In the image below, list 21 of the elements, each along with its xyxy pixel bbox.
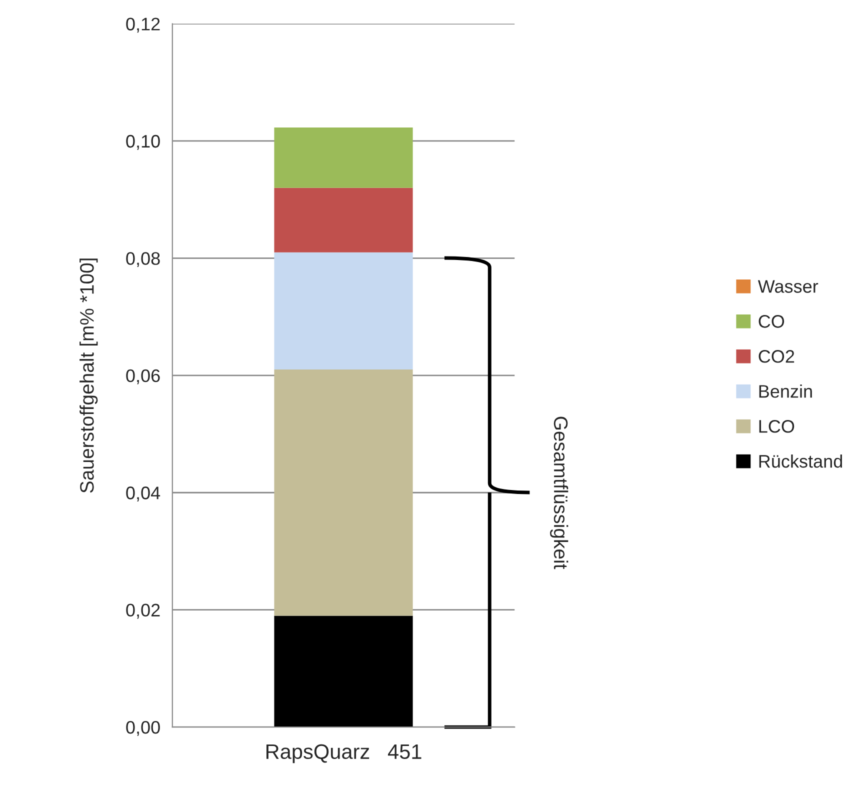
y-tick-label: 0,10 <box>126 134 160 150</box>
x-tick-label: RapsQuarz 451 <box>266 744 422 764</box>
legend-label: Rückstand <box>759 454 842 468</box>
legend-label: CO2 <box>758 350 794 363</box>
legend-label: LCO <box>759 420 794 433</box>
bar <box>274 616 413 728</box>
y-tick-label: 0,12 <box>126 18 160 33</box>
text: Gesamtflüssigkeit <box>550 416 568 570</box>
y-axis-title: Sauerstoffgehalt [m% *100] <box>80 258 98 493</box>
y-tick-label: 0,08 <box>126 252 160 268</box>
bar <box>274 127 413 188</box>
bar <box>274 370 413 616</box>
legend-label: CO <box>758 315 784 328</box>
legend-label: Benzin <box>759 384 812 398</box>
legend-label: Wasser <box>758 280 818 293</box>
y-tick-label: 0,02 <box>126 604 160 619</box>
bar <box>274 252 413 370</box>
bar <box>274 188 413 252</box>
y-tick-label: 0,04 <box>126 486 160 502</box>
y-tick-label: 0,00 <box>126 720 160 736</box>
y-tick-label: 0,06 <box>126 369 160 384</box>
